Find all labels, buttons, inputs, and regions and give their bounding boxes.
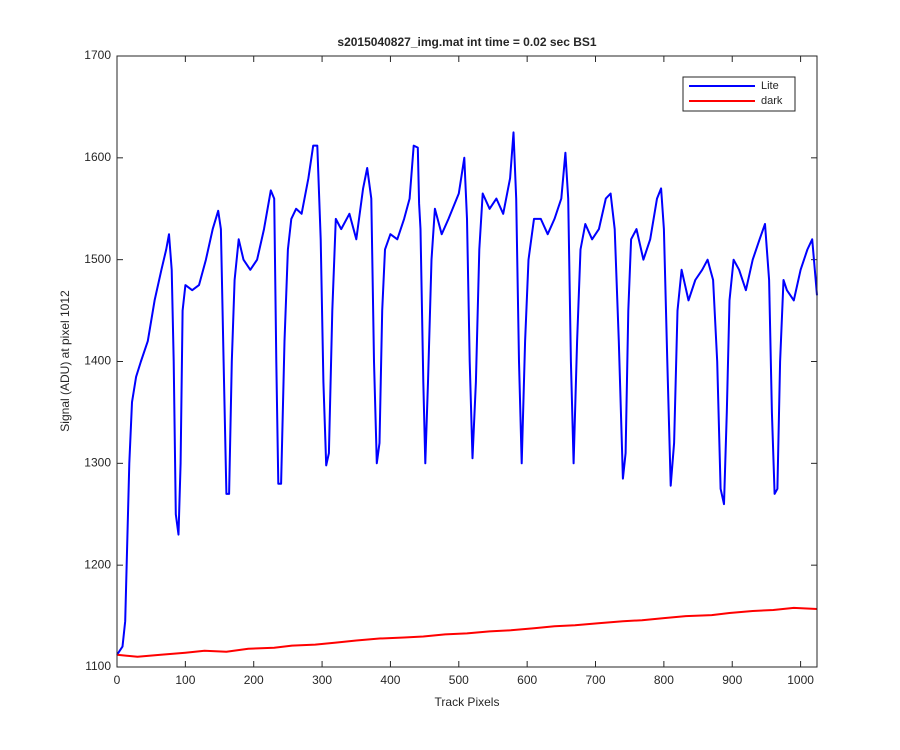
- series-line: [116, 606, 818, 658]
- y-tick-label: 1600: [84, 150, 111, 164]
- x-tick-label: 600: [517, 673, 537, 687]
- y-tick-label: 1400: [84, 354, 111, 368]
- x-tick-label: 700: [586, 673, 606, 687]
- chart-title: s2015040827_img.mat int time = 0.02 sec …: [337, 35, 596, 49]
- x-tick-label: 0: [114, 673, 121, 687]
- x-tick-label: 300: [312, 673, 332, 687]
- plot-frame: [116, 55, 818, 668]
- legend-label: dark: [761, 95, 783, 107]
- x-tick-label: 900: [722, 673, 742, 687]
- y-tick-label: 1300: [84, 456, 111, 470]
- y-tick-label: 1100: [85, 659, 111, 673]
- x-tick-label: 400: [380, 673, 400, 687]
- y-tick-label: 1700: [84, 48, 111, 62]
- y-tick-label: 1500: [84, 252, 111, 266]
- x-tick-label: 500: [449, 673, 469, 687]
- x-tick-label: 200: [244, 673, 264, 687]
- plot-area: [117, 56, 817, 667]
- x-axis-label: Track Pixels: [435, 695, 500, 709]
- x-tick-label: 1000: [787, 673, 814, 687]
- legend-box: [682, 76, 796, 112]
- series-line: [116, 131, 818, 656]
- legend-label: Lite: [761, 80, 779, 92]
- x-tick-label: 100: [175, 673, 195, 687]
- y-axis-label: Signal (ADU) at pixel 1012: [58, 290, 72, 432]
- x-tick-label: 800: [654, 673, 674, 687]
- y-tick-label: 1200: [84, 557, 111, 571]
